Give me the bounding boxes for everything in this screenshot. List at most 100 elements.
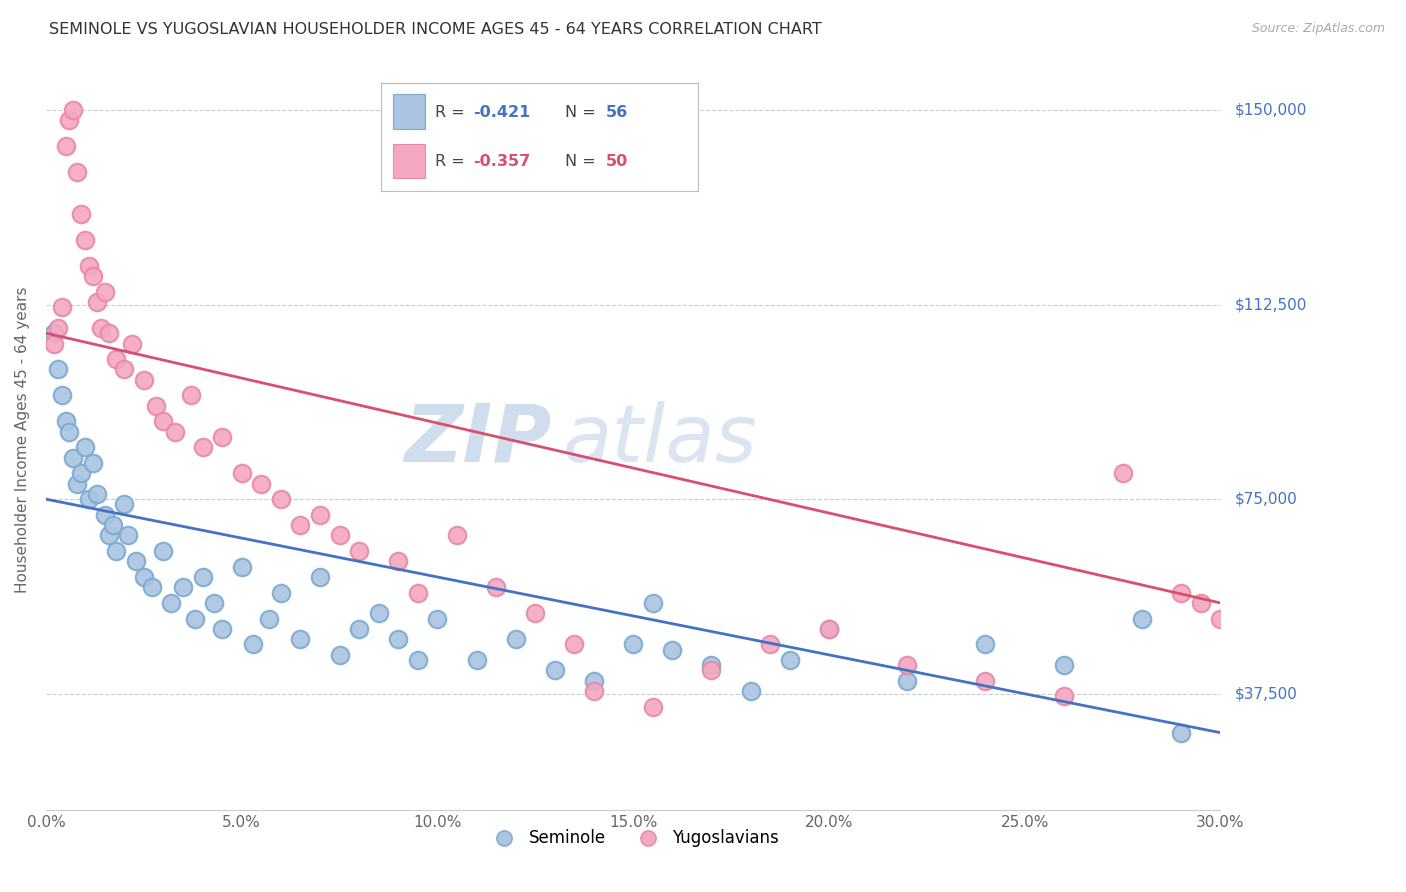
Point	[465, 653, 488, 667]
Point	[165, 425, 187, 439]
Point	[93, 285, 115, 299]
Point	[231, 467, 253, 481]
Point	[818, 622, 841, 636]
Text: $112,500: $112,500	[1234, 297, 1306, 312]
Point	[1209, 611, 1232, 625]
Text: $75,000: $75,000	[1234, 491, 1296, 507]
Point	[309, 508, 332, 522]
Point	[55, 414, 77, 428]
Point	[82, 268, 104, 283]
Point	[485, 581, 508, 595]
Point	[46, 321, 69, 335]
Point	[183, 611, 205, 625]
Legend: Seminole, Yugoslavians: Seminole, Yugoslavians	[481, 822, 786, 855]
Point	[974, 637, 997, 651]
Point	[58, 113, 80, 128]
Point	[152, 544, 174, 558]
Point	[1111, 467, 1133, 481]
Point	[270, 492, 292, 507]
Point	[132, 373, 155, 387]
Point	[75, 440, 97, 454]
Point	[387, 632, 409, 647]
Point	[66, 476, 89, 491]
Point	[55, 139, 77, 153]
Point	[93, 508, 115, 522]
Point	[406, 585, 429, 599]
Point	[51, 388, 73, 402]
Point	[641, 596, 664, 610]
Text: Source: ZipAtlas.com: Source: ZipAtlas.com	[1251, 22, 1385, 36]
Point	[700, 658, 723, 673]
Point	[42, 326, 65, 340]
Point	[191, 440, 214, 454]
Point	[779, 653, 801, 667]
Point	[112, 362, 135, 376]
Text: $37,500: $37,500	[1234, 686, 1298, 701]
Point	[191, 570, 214, 584]
Point	[582, 684, 605, 698]
Point	[544, 664, 567, 678]
Y-axis label: Householder Income Ages 45 - 64 years: Householder Income Ages 45 - 64 years	[15, 286, 30, 593]
Point	[70, 467, 93, 481]
Point	[82, 456, 104, 470]
Point	[132, 570, 155, 584]
Point	[1053, 690, 1076, 704]
Point	[759, 637, 782, 651]
Point	[641, 699, 664, 714]
Point	[125, 554, 148, 568]
Point	[329, 528, 352, 542]
Point	[564, 637, 586, 651]
Point	[105, 352, 128, 367]
Point	[740, 684, 762, 698]
Point	[152, 414, 174, 428]
Point	[105, 544, 128, 558]
Point	[1189, 596, 1212, 610]
Point	[86, 295, 108, 310]
Point	[66, 165, 89, 179]
Point	[387, 554, 409, 568]
Point	[257, 611, 280, 625]
Point	[446, 528, 468, 542]
Text: atlas: atlas	[562, 401, 758, 478]
Point	[101, 518, 124, 533]
Point	[290, 518, 312, 533]
Point	[1053, 658, 1076, 673]
Point	[621, 637, 644, 651]
Point	[1130, 611, 1153, 625]
Point	[347, 544, 370, 558]
Point	[51, 300, 73, 314]
Point	[77, 259, 100, 273]
Point	[250, 476, 273, 491]
Point	[75, 233, 97, 247]
Point	[270, 585, 292, 599]
Point	[426, 611, 449, 625]
Point	[117, 528, 139, 542]
Point	[661, 642, 683, 657]
Point	[290, 632, 312, 647]
Point	[145, 399, 167, 413]
Point	[160, 596, 183, 610]
Point	[112, 497, 135, 511]
Point	[62, 450, 84, 465]
Point	[505, 632, 527, 647]
Point	[90, 321, 112, 335]
Point	[582, 673, 605, 688]
Point	[70, 207, 93, 221]
Text: ZIP: ZIP	[404, 401, 551, 478]
Point	[97, 528, 120, 542]
Point	[77, 492, 100, 507]
Text: SEMINOLE VS YUGOSLAVIAN HOUSEHOLDER INCOME AGES 45 - 64 YEARS CORRELATION CHART: SEMINOLE VS YUGOSLAVIAN HOUSEHOLDER INCO…	[49, 22, 823, 37]
Point	[141, 581, 163, 595]
Point	[1170, 725, 1192, 739]
Point	[1170, 585, 1192, 599]
Point	[309, 570, 332, 584]
Point	[62, 103, 84, 117]
Point	[896, 658, 918, 673]
Point	[202, 596, 225, 610]
Point	[818, 622, 841, 636]
Point	[231, 559, 253, 574]
Point	[896, 673, 918, 688]
Point	[211, 622, 233, 636]
Point	[211, 430, 233, 444]
Point	[367, 607, 389, 621]
